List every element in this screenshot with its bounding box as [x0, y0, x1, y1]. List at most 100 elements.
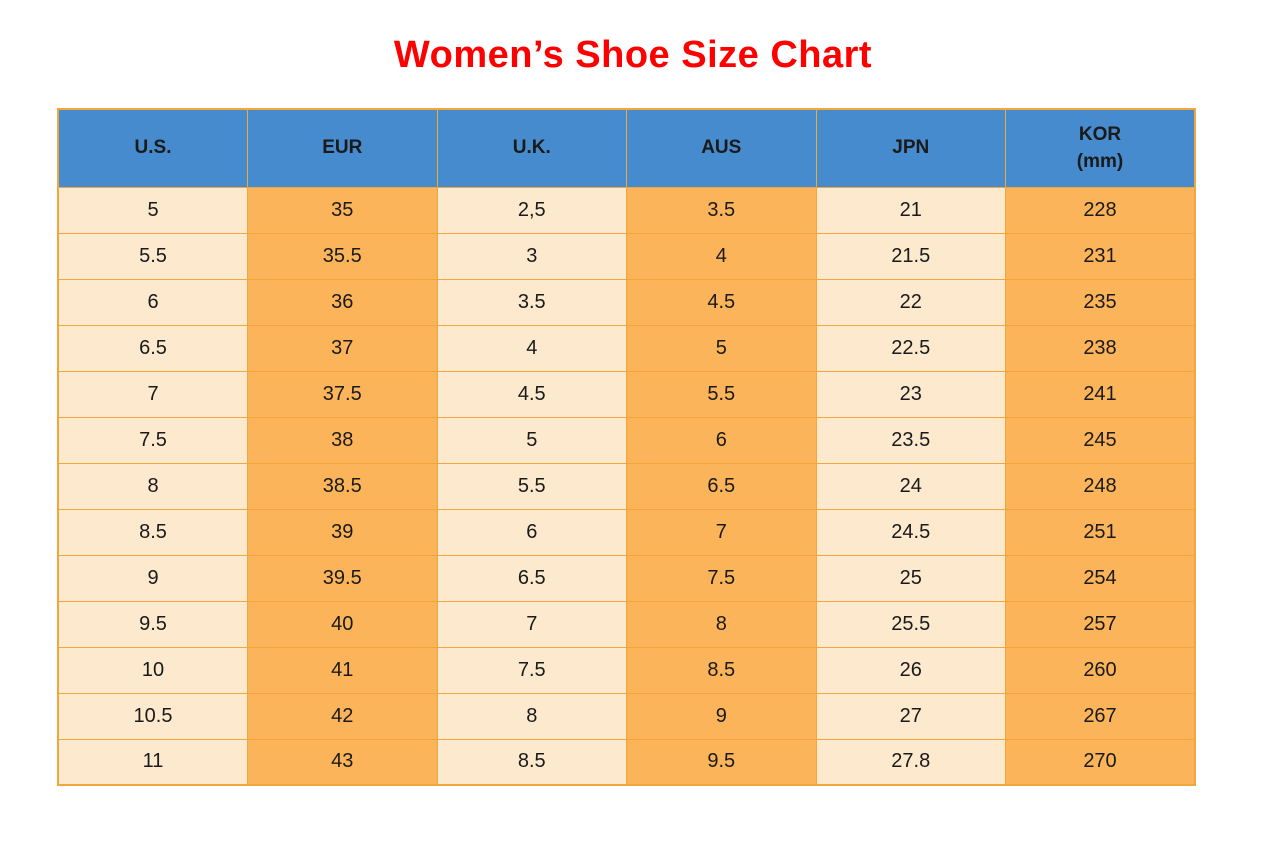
table-cell: 21.5 — [815, 232, 1006, 280]
table-cell: 22.5 — [815, 324, 1006, 372]
table-cell: 5 — [626, 324, 817, 372]
table-cell: 8 — [436, 692, 627, 740]
table-cell: 6 — [436, 508, 627, 556]
table-cell: 6.5 — [57, 324, 248, 372]
table-header-row: U.S. EUR U.K. AUS JPN KOR (mm) — [57, 108, 1196, 188]
table-cell: 7 — [626, 508, 817, 556]
table-row: 7.5 38 5 6 23.5 245 — [57, 416, 1196, 464]
table-cell: 24 — [815, 462, 1006, 510]
column-header-label: U.S. — [134, 137, 172, 159]
table-cell: 25 — [815, 554, 1006, 602]
table-row: 6 36 3.5 4.5 22 235 — [57, 278, 1196, 326]
table-cell: 2,5 — [436, 186, 627, 234]
table-cell: 3.5 — [436, 278, 627, 326]
table-cell: 257 — [1005, 600, 1196, 648]
column-header-us: U.S. — [57, 108, 248, 188]
table-cell: 8 — [57, 462, 248, 510]
table-cell: 4.5 — [626, 278, 817, 326]
table-cell: 6 — [626, 416, 817, 464]
table-cell: 42 — [247, 692, 438, 740]
page-title: Women’s Shoe Size Chart — [393, 34, 873, 76]
table-cell: 248 — [1005, 462, 1196, 510]
table-cell: 6.5 — [436, 554, 627, 602]
table-cell: 4 — [436, 324, 627, 372]
table-cell: 251 — [1005, 508, 1196, 556]
table-cell: 10.5 — [57, 692, 248, 740]
table-cell: 4.5 — [436, 370, 627, 418]
table-cell: 9 — [626, 692, 817, 740]
table-cell: 245 — [1005, 416, 1196, 464]
table-cell: 9.5 — [626, 738, 817, 786]
table-cell: 27 — [815, 692, 1006, 740]
table-row: 5.5 35.5 3 4 21.5 231 — [57, 232, 1196, 280]
column-header-label: EUR — [322, 137, 363, 159]
table-cell: 35 — [247, 186, 438, 234]
table-row: 10.5 42 8 9 27 267 — [57, 692, 1196, 740]
table-cell: 9 — [57, 554, 248, 602]
table-row: 8 38.5 5.5 6.5 24 248 — [57, 462, 1196, 510]
table-cell: 22 — [815, 278, 1006, 326]
table-cell: 43 — [247, 738, 438, 786]
table-cell: 7.5 — [57, 416, 248, 464]
table-header: U.S. EUR U.K. AUS JPN KOR (mm) — [57, 108, 1196, 188]
table-cell: 6 — [57, 278, 248, 326]
table-body: 5 35 2,5 3.5 21 228 5.5 35.5 3 4 21.5 231 6 36 3.5 4.5 2… — [57, 186, 1196, 786]
table-cell: 37 — [247, 324, 438, 372]
table-cell: 5.5 — [57, 232, 248, 280]
table-cell: 5 — [436, 416, 627, 464]
table-row: 8.5 39 6 7 24.5 251 — [57, 508, 1196, 556]
table-cell: 21 — [815, 186, 1006, 234]
column-header-kor: KOR (mm) — [1005, 108, 1196, 188]
table-cell: 38.5 — [247, 462, 438, 510]
table-cell: 241 — [1005, 370, 1196, 418]
table-cell: 228 — [1005, 186, 1196, 234]
table-cell: 6.5 — [626, 462, 817, 510]
table-cell: 38 — [247, 416, 438, 464]
column-header-uk: U.K. — [436, 108, 627, 188]
table-cell: 40 — [247, 600, 438, 648]
column-header-aus: AUS — [626, 108, 817, 188]
table-row: 11 43 8.5 9.5 27.8 270 — [57, 738, 1196, 786]
table-row: 9.5 40 7 8 25.5 257 — [57, 600, 1196, 648]
table-row: 9 39.5 6.5 7.5 25 254 — [57, 554, 1196, 602]
table-cell: 39 — [247, 508, 438, 556]
table-cell: 23 — [815, 370, 1006, 418]
table-row: 10 41 7.5 8.5 26 260 — [57, 646, 1196, 694]
table-cell: 27.8 — [815, 738, 1006, 786]
table-cell: 8.5 — [626, 646, 817, 694]
table-cell: 254 — [1005, 554, 1196, 602]
column-header-label: JPN — [892, 137, 930, 159]
table-cell: 5 — [57, 186, 248, 234]
table-cell: 25.5 — [815, 600, 1006, 648]
table-cell: 23.5 — [815, 416, 1006, 464]
column-header-label: U.K. — [512, 137, 551, 159]
table-cell: 3 — [436, 232, 627, 280]
table-cell: 36 — [247, 278, 438, 326]
table-cell: 37.5 — [247, 370, 438, 418]
table-cell: 7.5 — [436, 646, 627, 694]
table-cell: 238 — [1005, 324, 1196, 372]
table-cell: 231 — [1005, 232, 1196, 280]
shoe-size-table: U.S. EUR U.K. AUS JPN KOR (mm) 5 35 2,5 3.5 21 228 5… — [57, 108, 1196, 786]
table-cell: 8.5 — [436, 738, 627, 786]
table-cell: 26 — [815, 646, 1006, 694]
column-header-label: AUS — [701, 137, 742, 159]
table-row: 7 37.5 4.5 5.5 23 241 — [57, 370, 1196, 418]
table-row: 6.5 37 4 5 22.5 238 — [57, 324, 1196, 372]
table-row: 5 35 2,5 3.5 21 228 — [57, 186, 1196, 234]
table-cell: 7 — [436, 600, 627, 648]
table-cell: 24.5 — [815, 508, 1006, 556]
table-cell: 5.5 — [436, 462, 627, 510]
table-cell: 5.5 — [626, 370, 817, 418]
table-cell: 7.5 — [626, 554, 817, 602]
table-cell: 260 — [1005, 646, 1196, 694]
table-cell: 270 — [1005, 738, 1196, 786]
table-cell: 39.5 — [247, 554, 438, 602]
column-header-jpn: JPN — [815, 108, 1006, 188]
table-cell: 41 — [247, 646, 438, 694]
table-cell: 9.5 — [57, 600, 248, 648]
table-cell: 3.5 — [626, 186, 817, 234]
table-cell: 267 — [1005, 692, 1196, 740]
column-header-eur: EUR — [247, 108, 438, 188]
table-cell: 4 — [626, 232, 817, 280]
